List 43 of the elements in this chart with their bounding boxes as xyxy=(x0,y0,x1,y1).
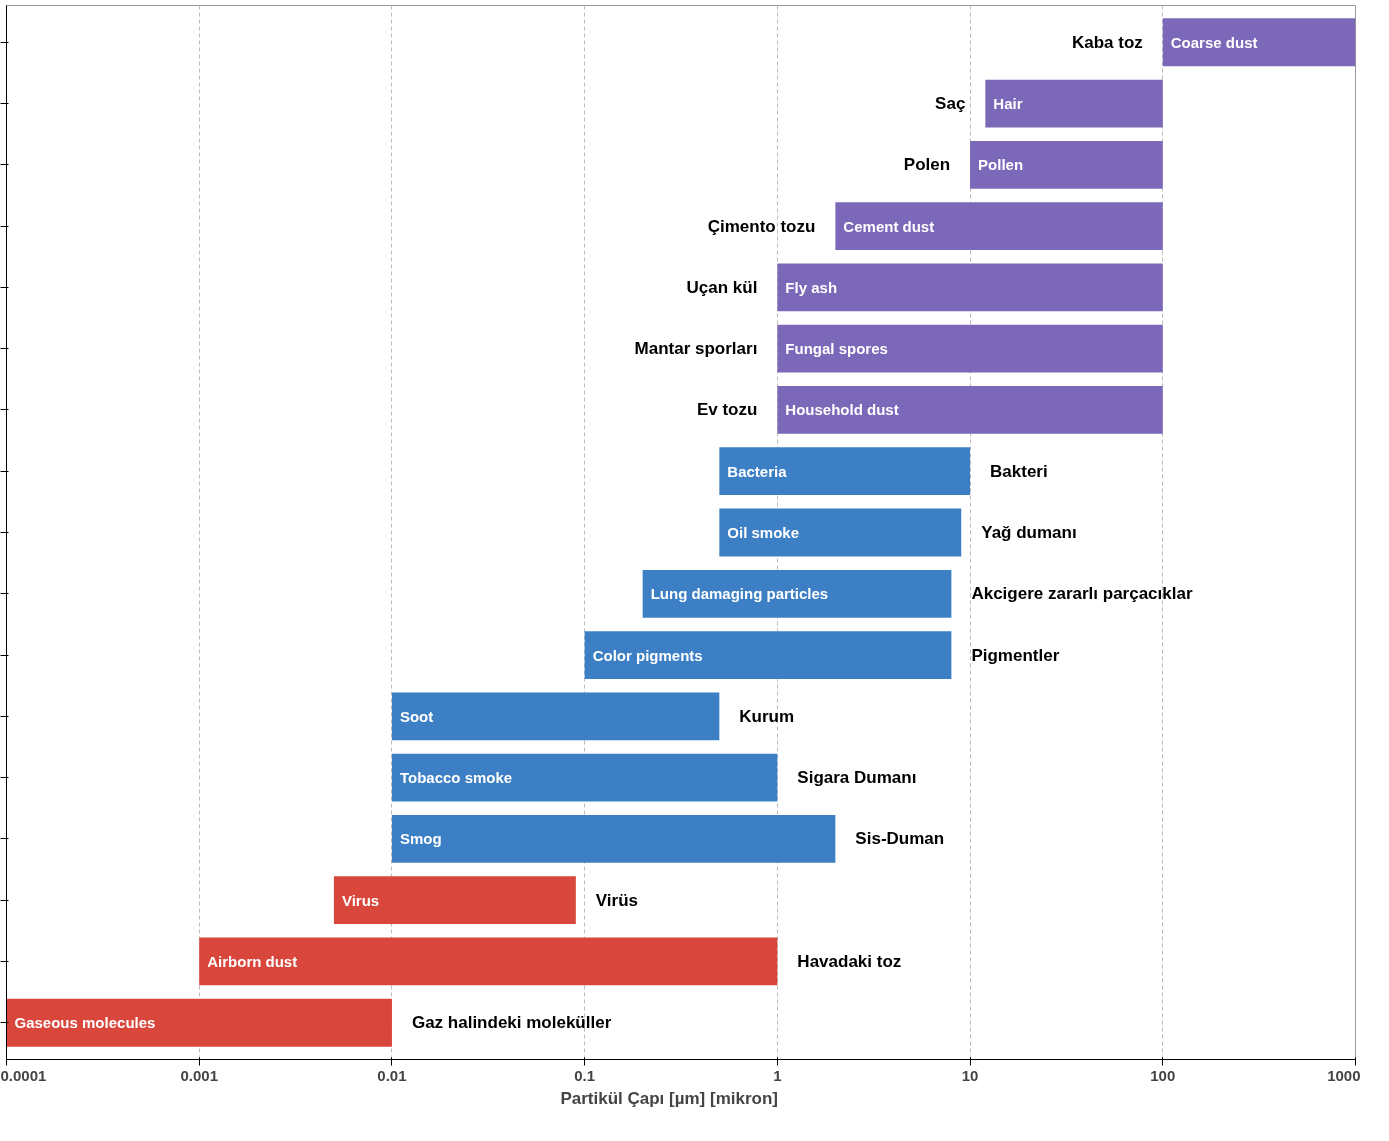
annotation: Bakteri xyxy=(990,461,1048,481)
x-tick-label: 0.01 xyxy=(377,1066,407,1084)
x-tick-label: 10 xyxy=(961,1066,979,1084)
x-tick-label: 0.0001 xyxy=(0,1066,47,1084)
y-tick-label: Hair xyxy=(993,95,1023,113)
y-tick-label: Soot xyxy=(399,707,434,725)
annotation: Pigmentler xyxy=(971,645,1060,665)
annotation: Polen xyxy=(903,155,951,175)
annotation: Kaba toz xyxy=(1071,32,1143,52)
annotation: Ev tozu xyxy=(696,400,758,420)
y-tick-label: Oil smoke xyxy=(727,524,800,541)
annotation: Sis-Duman xyxy=(855,829,945,849)
annotation: Havadaki toz xyxy=(797,951,902,971)
annotation: Yağ dumanı xyxy=(981,523,1077,542)
annotation: Virüs xyxy=(595,890,639,910)
annotation: Gaz halindeki moleküller xyxy=(411,1013,612,1033)
annotation: Çimento tozu xyxy=(707,216,816,236)
annotation: Uçan kül xyxy=(686,277,758,297)
y-tick-label: Bacteria xyxy=(727,462,788,480)
x-axis-title: Partikül Çapı [µm] [mikron] xyxy=(560,1088,778,1108)
y-tick-label: Fungal spores xyxy=(785,340,888,358)
y-tick-label: Pollen xyxy=(978,156,1024,174)
x-tick-label: 100 xyxy=(1150,1066,1176,1084)
y-tick-label: Lung damaging particles xyxy=(650,585,829,603)
y-tick-label: Smog xyxy=(399,830,442,848)
annotation: Kurum xyxy=(739,706,795,726)
y-tick-label: Household dust xyxy=(785,401,899,419)
annotation: Saç xyxy=(935,94,966,114)
y-tick-label: Coarse dust xyxy=(1170,33,1258,51)
y-tick-label: Cement dust xyxy=(843,217,935,235)
x-tick-label: 1 xyxy=(773,1066,782,1084)
x-tick-label: 0.1 xyxy=(574,1066,596,1084)
x-tick-label: 1000 xyxy=(1327,1066,1361,1084)
y-tick-label: Gaseous molecules xyxy=(14,1014,156,1032)
x-tick-label: 0.001 xyxy=(180,1066,218,1084)
annotation: Mantar sporları xyxy=(634,339,758,359)
y-tick-label: Fly ash xyxy=(785,278,838,296)
y-tick-label: Airborn dust xyxy=(207,952,298,970)
y-tick-label: Color pigments xyxy=(592,646,703,664)
annotation: Sigara Dumanı xyxy=(797,768,917,788)
annotation: Akcigere zararlı parçacıklar xyxy=(971,584,1193,604)
y-tick-label: Virus xyxy=(341,891,380,909)
y-tick-label: Tobacco smoke xyxy=(399,769,513,787)
